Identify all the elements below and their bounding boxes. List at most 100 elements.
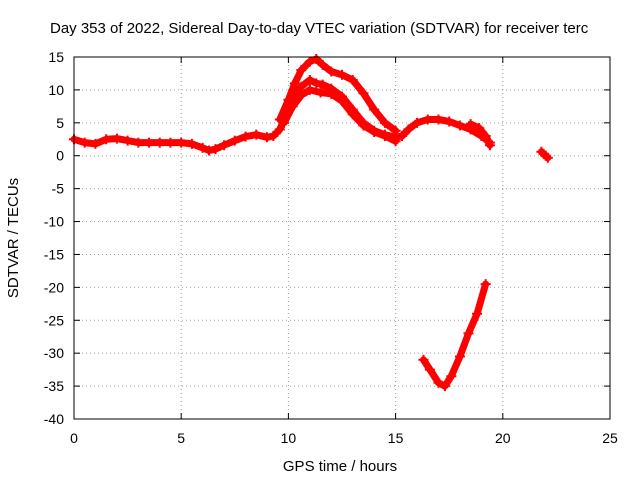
data-point bbox=[347, 109, 358, 120]
data-point bbox=[186, 138, 197, 149]
data-point bbox=[79, 137, 90, 148]
data-point bbox=[379, 117, 390, 128]
data-marks bbox=[69, 53, 553, 392]
data-point bbox=[418, 354, 429, 365]
data-point bbox=[279, 117, 290, 128]
data-point bbox=[111, 133, 122, 144]
data-point bbox=[311, 53, 322, 64]
data-point bbox=[358, 120, 369, 131]
data-point bbox=[268, 130, 279, 141]
y-tick-label: 15 bbox=[48, 49, 64, 65]
y-tick-label: 10 bbox=[48, 82, 64, 98]
data-point bbox=[122, 135, 133, 146]
data-point bbox=[165, 137, 176, 148]
data-point bbox=[326, 66, 337, 77]
data-point bbox=[296, 81, 307, 92]
y-tick-label: -25 bbox=[44, 312, 64, 328]
data-point bbox=[337, 96, 347, 107]
y-tick-label: -20 bbox=[44, 279, 64, 295]
data-point bbox=[154, 137, 165, 148]
data-point bbox=[397, 130, 408, 141]
data-point bbox=[240, 131, 251, 142]
data-point bbox=[540, 150, 551, 161]
plot-frame bbox=[73, 56, 611, 420]
data-point bbox=[304, 56, 315, 67]
chart-title: Day 353 of 2022, Sidereal Day-to-day VTE… bbox=[50, 20, 589, 37]
data-point bbox=[444, 116, 455, 127]
data-point bbox=[317, 79, 328, 90]
data-point bbox=[261, 132, 272, 143]
x-tick-label: 0 bbox=[70, 430, 78, 446]
data-point bbox=[287, 101, 298, 112]
data-point bbox=[337, 69, 347, 80]
data-point bbox=[463, 328, 474, 339]
x-tick-label: 15 bbox=[388, 430, 404, 446]
x-tick-label: 20 bbox=[495, 430, 511, 446]
data-point bbox=[347, 75, 358, 86]
data-point bbox=[304, 75, 315, 86]
y-tick-label: 0 bbox=[56, 148, 64, 164]
data-point bbox=[274, 124, 285, 135]
data-point bbox=[424, 364, 435, 375]
x-axis-title: GPS time / hours bbox=[283, 458, 397, 475]
data-point bbox=[304, 84, 315, 95]
data-point bbox=[369, 104, 380, 115]
data-point bbox=[219, 140, 230, 151]
y-tick-label: -40 bbox=[44, 411, 64, 427]
data-point bbox=[433, 114, 444, 125]
data-point bbox=[403, 124, 414, 135]
y-tick-label: -10 bbox=[44, 214, 64, 230]
data-point bbox=[358, 88, 369, 99]
data-point bbox=[465, 119, 476, 130]
y-tick-label: 5 bbox=[56, 115, 64, 131]
series-arc-negative bbox=[420, 280, 490, 390]
data-point bbox=[433, 377, 444, 388]
data-point bbox=[144, 137, 155, 148]
y-tick-label: -35 bbox=[44, 378, 64, 394]
data-point bbox=[412, 117, 423, 128]
data-point bbox=[296, 65, 307, 76]
data-point bbox=[90, 138, 101, 149]
data-point bbox=[480, 130, 491, 141]
data-point bbox=[101, 134, 112, 145]
data-point bbox=[296, 90, 307, 101]
data-point bbox=[311, 78, 322, 89]
data-point bbox=[390, 125, 401, 136]
data-point bbox=[197, 142, 208, 153]
grid-lines bbox=[74, 57, 610, 419]
data-point bbox=[454, 120, 465, 131]
data-point bbox=[210, 144, 221, 155]
y-tick-label: -15 bbox=[44, 246, 64, 262]
data-point bbox=[446, 371, 457, 382]
data-point bbox=[472, 308, 483, 319]
data-point bbox=[390, 136, 401, 147]
data-point bbox=[251, 129, 262, 140]
data-point bbox=[283, 94, 294, 105]
data-point bbox=[204, 145, 215, 156]
data-point bbox=[315, 87, 326, 98]
x-tick-label: 25 bbox=[602, 430, 618, 446]
data-point bbox=[542, 152, 553, 163]
x-tick-label: 5 bbox=[177, 430, 185, 446]
data-point bbox=[369, 127, 380, 138]
data-point bbox=[289, 78, 300, 89]
x-tick-label: 10 bbox=[281, 430, 297, 446]
data-point bbox=[422, 114, 433, 125]
y-tick-label: -30 bbox=[44, 345, 64, 361]
data-point bbox=[133, 137, 144, 148]
data-point bbox=[474, 123, 485, 134]
data-point bbox=[317, 59, 328, 70]
data-point bbox=[484, 140, 495, 151]
series-arc-short bbox=[467, 120, 494, 149]
data-point bbox=[229, 135, 240, 146]
y-axis-title: SDTVAR / TECUs bbox=[5, 178, 22, 298]
series-arc-upper bbox=[276, 55, 400, 135]
data-point bbox=[439, 381, 450, 392]
y-tick-label: -5 bbox=[52, 181, 65, 197]
data-point bbox=[454, 351, 465, 362]
data-point bbox=[480, 279, 491, 290]
data-point bbox=[176, 137, 187, 148]
data-point bbox=[326, 88, 337, 99]
data-point bbox=[379, 130, 390, 141]
